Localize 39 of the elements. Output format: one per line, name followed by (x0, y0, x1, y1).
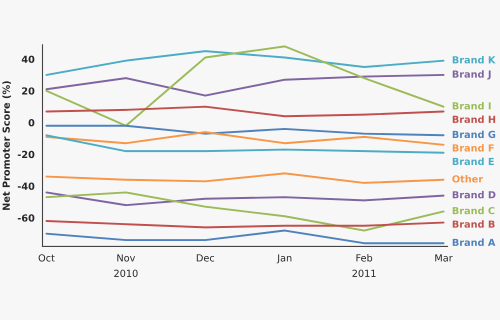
y-tick-label: -20 (18, 150, 34, 158)
line-series (45, 220, 445, 228)
series-label: Brand E (452, 158, 494, 166)
series-label: Other (452, 175, 484, 183)
series-label: Brand H (452, 115, 496, 124)
x-tick-label: Dec (196, 254, 214, 262)
line-series (45, 191, 445, 206)
text: 2011 (352, 270, 376, 277)
y-tick-label: -60 (18, 214, 34, 222)
y-tick-label: -40 (18, 182, 34, 190)
x-tick-label: Jan (276, 254, 292, 264)
series-label: Brand J (452, 70, 491, 80)
line-series (45, 124, 445, 136)
series-label: Brand I (452, 102, 491, 110)
line-series (45, 191, 445, 232)
line-series (45, 74, 445, 97)
series-label: Brand G (452, 130, 496, 138)
x-tick-label: Oct (38, 254, 55, 262)
x-tick-label: Feb (356, 254, 372, 262)
line-series (45, 131, 445, 146)
y-axis-title: Net Promoter Score (%) (2, 81, 11, 210)
line-series (45, 45, 445, 127)
series-label: Brand A (452, 238, 496, 246)
series-label: Brand B (452, 220, 495, 228)
line-series (45, 172, 445, 184)
line-series (45, 230, 445, 244)
series-label: Brand F (452, 144, 494, 152)
line-series (45, 50, 445, 76)
line-series (45, 106, 445, 118)
x-tick-label: Mar (435, 254, 453, 262)
y-tick-label: 20 (22, 87, 34, 95)
series-label: Brand D (452, 190, 496, 198)
text: 2010 (114, 270, 138, 277)
line-series (45, 134, 445, 154)
y-tick-label: 40 (22, 56, 34, 63)
series-label: Brand K (452, 56, 496, 64)
series-label: Brand C (452, 206, 494, 214)
y-tick-label: 0 (28, 119, 34, 126)
x-tick-label: Nov (117, 254, 136, 262)
